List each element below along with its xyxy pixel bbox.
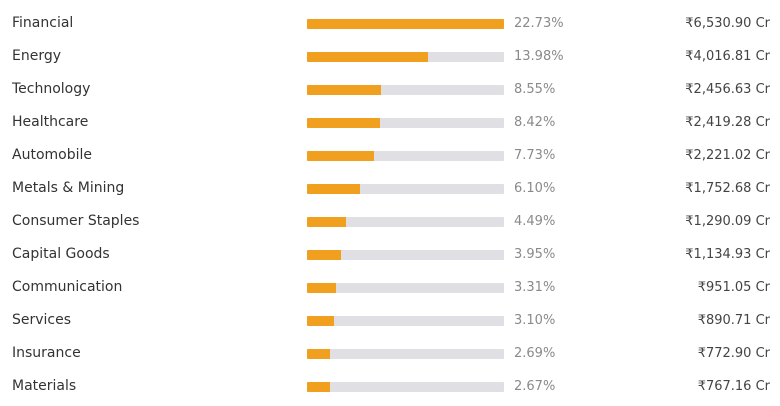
- sector-bar-track: [307, 85, 504, 95]
- sector-bar-track: [307, 316, 504, 326]
- sector-row: Services 3.10% ₹890.71 Cr: [0, 304, 780, 337]
- sector-row: Capital Goods 3.95% ₹1,134.93 Cr: [0, 238, 780, 271]
- sector-row: Metals & Mining 6.10% ₹1,752.68 Cr: [0, 172, 780, 205]
- sector-bar-fill: [307, 85, 382, 95]
- sector-bar-track: [307, 349, 504, 359]
- sector-name: Communication: [12, 279, 123, 295]
- sector-bar-fill: [307, 52, 429, 62]
- sector-row: Healthcare 8.42% ₹2,419.28 Cr: [0, 106, 780, 139]
- sector-bar-fill: [307, 316, 334, 326]
- sector-row: Communication 3.31% ₹951.05 Cr: [0, 271, 780, 304]
- sector-bar-fill: [307, 217, 346, 227]
- sector-name: Services: [12, 312, 72, 328]
- sector-percent: 2.67%: [514, 379, 556, 394]
- sector-bar-track: [307, 217, 504, 227]
- sector-amount: ₹2,419.28 Cr: [685, 115, 770, 130]
- sector-bar-track: [307, 118, 504, 128]
- sector-percent: 4.49%: [514, 214, 556, 229]
- sector-name: Automobile: [12, 147, 92, 163]
- sector-bar-track: [307, 19, 504, 29]
- sector-bar-track: [307, 382, 504, 392]
- sector-amount: ₹767.16 Cr: [697, 379, 770, 394]
- sector-percent: 13.98%: [514, 49, 564, 64]
- sector-percent: 22.73%: [514, 16, 564, 31]
- sector-bar-fill: [307, 118, 380, 128]
- sector-bar-track: [307, 283, 504, 293]
- sector-amount: ₹2,456.63 Cr: [685, 82, 770, 97]
- sector-percent: 6.10%: [514, 181, 556, 196]
- sector-percent: 3.95%: [514, 247, 556, 262]
- sector-name: Metals & Mining: [12, 180, 125, 196]
- sector-amount: ₹772.90 Cr: [697, 346, 770, 361]
- sector-row: Financial 22.73% ₹6,530.90 Cr: [0, 7, 780, 40]
- sector-bar-fill: [307, 283, 336, 293]
- sector-bar-fill: [307, 382, 331, 392]
- sector-name: Technology: [12, 81, 91, 97]
- sector-name: Insurance: [12, 345, 81, 361]
- sector-name: Consumer Staples: [12, 213, 140, 229]
- sector-bar-track: [307, 184, 504, 194]
- sector-percent: 8.55%: [514, 82, 556, 97]
- sector-percent: 7.73%: [514, 148, 556, 163]
- sector-percent: 2.69%: [514, 346, 556, 361]
- sector-name: Materials: [12, 378, 77, 394]
- sector-amount: ₹2,221.02 Cr: [685, 148, 770, 163]
- sector-bar-track: [307, 52, 504, 62]
- sector-percent: 3.10%: [514, 313, 556, 328]
- sector-row: Insurance 2.69% ₹772.90 Cr: [0, 337, 780, 370]
- sector-bar-fill: [307, 250, 342, 260]
- sector-row: Consumer Staples 4.49% ₹1,290.09 Cr: [0, 205, 780, 238]
- sector-name: Financial: [12, 15, 74, 31]
- sector-amount: ₹4,016.81 Cr: [685, 49, 770, 64]
- sector-amount: ₹890.71 Cr: [697, 313, 770, 328]
- sector-row: Materials 2.67% ₹767.16 Cr: [0, 370, 780, 403]
- sector-name: Energy: [12, 48, 62, 64]
- sector-percent: 8.42%: [514, 115, 556, 130]
- sector-amount: ₹1,134.93 Cr: [685, 247, 770, 262]
- sector-bar-track: [307, 250, 504, 260]
- sector-row: Automobile 7.73% ₹2,221.02 Cr: [0, 139, 780, 172]
- sector-amount: ₹6,530.90 Cr: [685, 16, 770, 31]
- sector-amount: ₹1,752.68 Cr: [685, 181, 770, 196]
- sector-name: Capital Goods: [12, 246, 110, 262]
- sector-bar-fill: [307, 19, 504, 29]
- sector-amount: ₹1,290.09 Cr: [685, 214, 770, 229]
- sector-percent: 3.31%: [514, 280, 556, 295]
- sector-name: Healthcare: [12, 114, 89, 130]
- sector-bar-fill: [307, 151, 374, 161]
- sector-amount: ₹951.05 Cr: [697, 280, 770, 295]
- sector-row: Energy 13.98% ₹4,016.81 Cr: [0, 40, 780, 73]
- sector-bar-fill: [307, 184, 360, 194]
- sector-row: Technology 8.55% ₹2,456.63 Cr: [0, 73, 780, 106]
- sector-bar-fill: [307, 349, 331, 359]
- sector-bar-track: [307, 151, 504, 161]
